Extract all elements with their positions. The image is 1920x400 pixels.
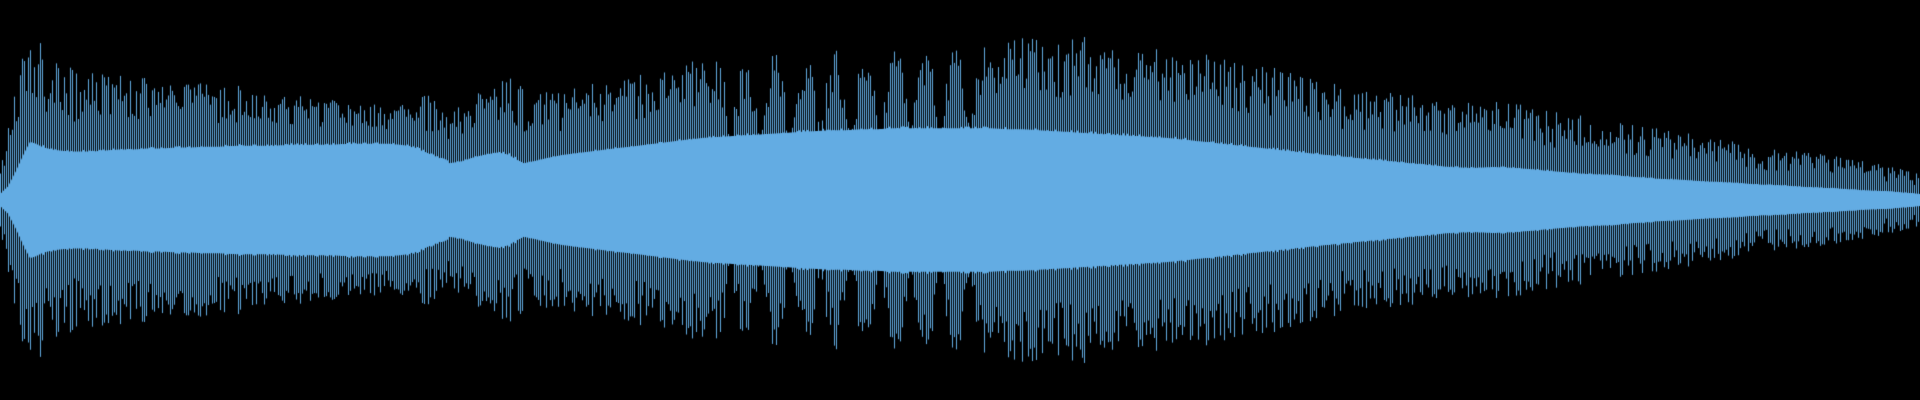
audio-waveform-viewer[interactable] <box>0 0 1920 400</box>
waveform-canvas[interactable] <box>0 0 1920 400</box>
